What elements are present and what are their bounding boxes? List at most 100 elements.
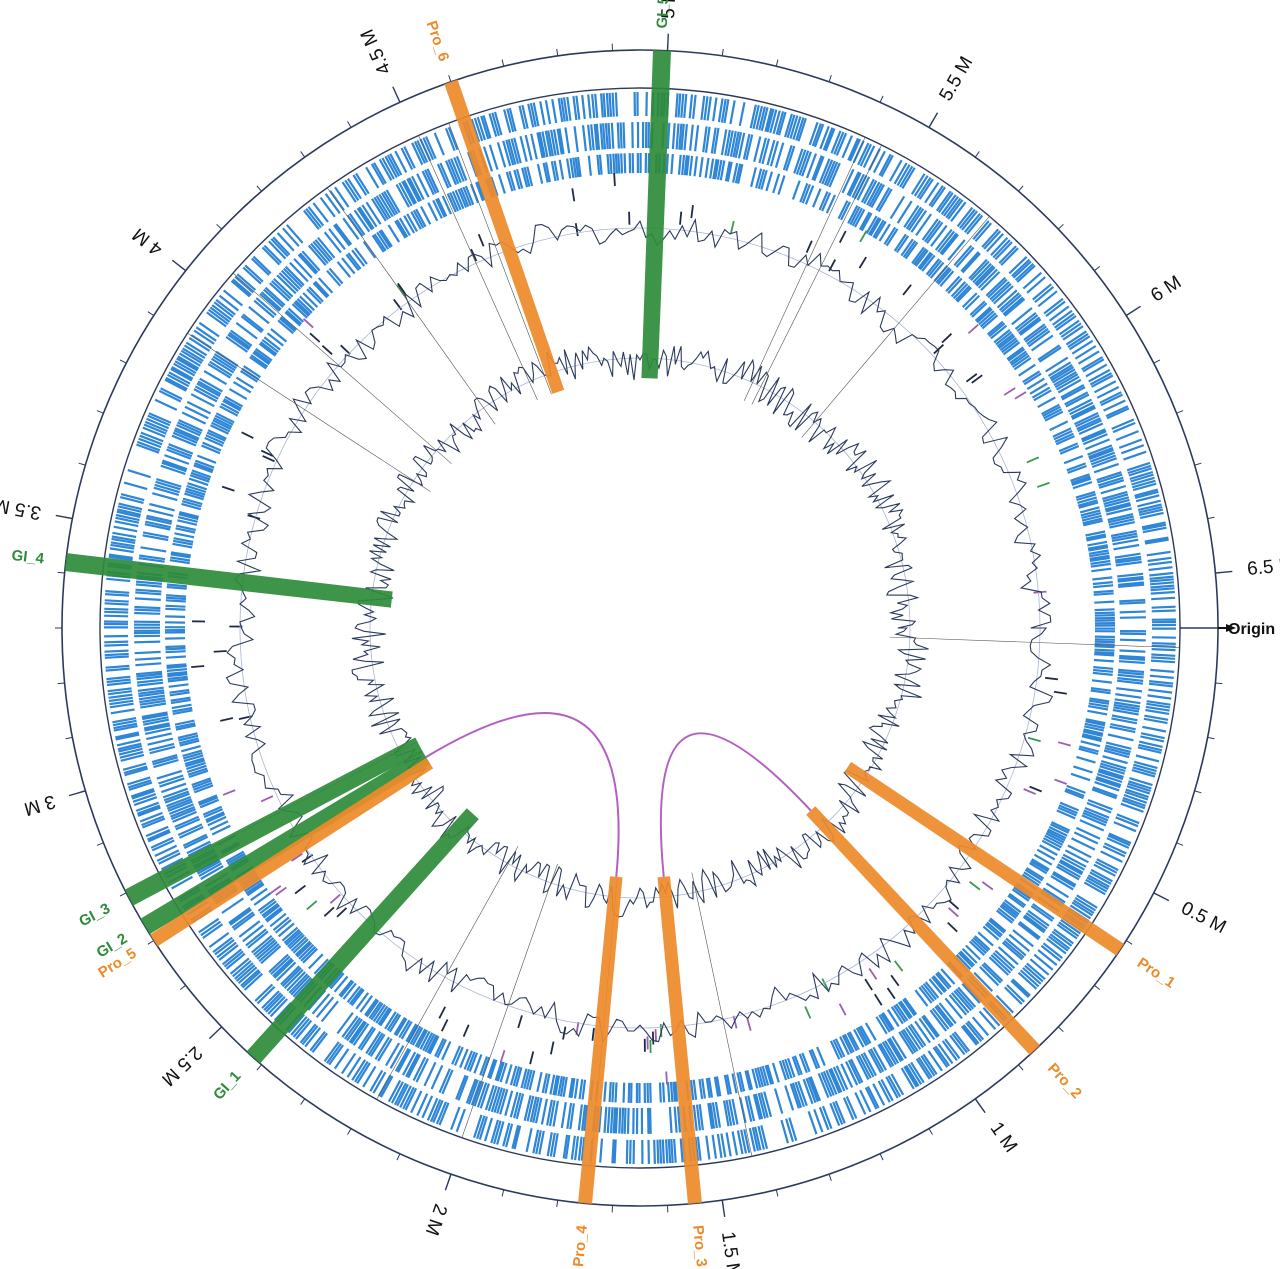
gc-content-curve-baseline [239,227,1041,1029]
feature-mark [805,240,813,253]
feature-mark [323,906,335,917]
prophage-link [659,732,812,877]
feature-mark [1003,387,1016,396]
genomic-island-band [641,50,671,379]
feature-mark [329,893,341,904]
prophage-label: Pro_3 [689,1224,710,1267]
genomic-island-band [64,553,393,608]
guide-line [743,137,866,401]
feature-mark [238,715,252,720]
feature-mark [260,795,274,803]
feature-mark [222,789,236,796]
feature-mark [393,298,403,311]
scale-tick-label: 1 M [986,1119,1021,1157]
feature-mark [213,650,227,653]
feature-marks [191,172,1071,1085]
minor-tick [1094,984,1101,991]
feature-mark [241,431,254,439]
prophage-band [150,757,434,947]
minor-tick [501,59,505,67]
feature-mark [947,921,958,933]
minor-tick [1207,736,1215,740]
guide-line [801,216,990,438]
minor-tick [300,1098,306,1105]
minor-tick [721,48,724,56]
minor-tick [879,95,884,103]
feature-mark [1036,481,1050,488]
feature-mark [679,211,683,225]
minor-tick [828,75,832,82]
prophage-label: Pro_1 [1134,954,1178,991]
prophage-label: Pro_4 [570,1224,591,1268]
genomic-island-band [246,808,479,1064]
prophage-band [578,876,623,1205]
feature-mark [948,899,960,910]
minor-tick [879,1153,884,1161]
feature-mark [396,284,406,297]
feature-mark [321,345,333,355]
minor-tick [1207,516,1215,520]
origin-arrow-head [1226,624,1236,632]
scale-tick-label: 4 M [129,223,167,259]
feature-mark [654,1029,657,1043]
feature-mark [729,220,735,234]
minor-tick [119,359,127,364]
major-tick [928,112,939,128]
minor-tick [96,842,104,846]
gc-skew-curve-baseline [369,357,911,899]
guide-line [418,135,538,401]
prophage-band [844,761,1125,956]
minor-tick [1018,185,1024,192]
guide-line [187,333,431,492]
minor-tick [147,940,155,945]
feature-mark [517,1015,523,1029]
feature-mark [336,907,348,918]
minor-tick [1094,265,1101,272]
feature-mark [746,1017,752,1031]
feature-mark [1026,456,1040,464]
feature-mark [902,284,912,296]
minor-tick [1176,842,1184,846]
feature-mark [1057,741,1071,747]
minor-tick [57,571,65,574]
major-tick [208,1026,223,1040]
major-tick [1153,892,1170,902]
feature-mark [890,974,900,987]
prophage-links [425,712,812,877]
minor-tick [1057,223,1064,230]
feature-mark [873,993,883,1006]
prophage-band [806,806,1040,1055]
scale-tick-label: 1.5 M [717,1230,745,1269]
genomic-island-label: GI_3 [76,900,113,930]
feature-mark [574,223,579,237]
guide-line [691,872,753,1157]
minor-tick [1125,940,1133,945]
prophage-band [444,79,565,394]
minor-tick [974,151,980,158]
feature-mark [191,665,205,669]
scale-tick-label: 2.5 M [157,1042,206,1090]
scale-tick-label: 6.5 M [1246,555,1280,580]
genomic-island-label: GI_1 [210,1068,244,1104]
minor-tick [347,1128,352,1135]
guide-line [751,144,882,405]
prophage-label: Pro_2 [1044,1060,1085,1102]
feature-mark [262,455,275,463]
genomic-island-band [140,750,431,935]
gc-content-curve [225,217,1054,1044]
feature-mark [941,333,953,344]
genomic-island-label: GI_4 [11,547,46,568]
feature-mark [948,907,959,918]
feature-mark [971,374,983,384]
major-tick [171,259,187,272]
feature-mark [438,1006,447,1019]
feature-mark [220,717,234,722]
minor-tick [347,121,352,128]
feature-mark [291,853,303,862]
minor-tick [57,682,65,685]
minor-tick [300,151,306,158]
minor-tick [396,1153,401,1161]
minor-tick [256,185,262,192]
